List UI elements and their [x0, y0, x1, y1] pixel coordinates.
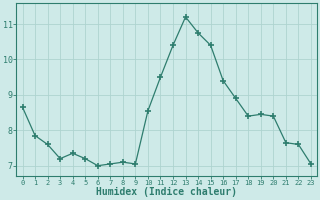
X-axis label: Humidex (Indice chaleur): Humidex (Indice chaleur) — [96, 187, 237, 197]
